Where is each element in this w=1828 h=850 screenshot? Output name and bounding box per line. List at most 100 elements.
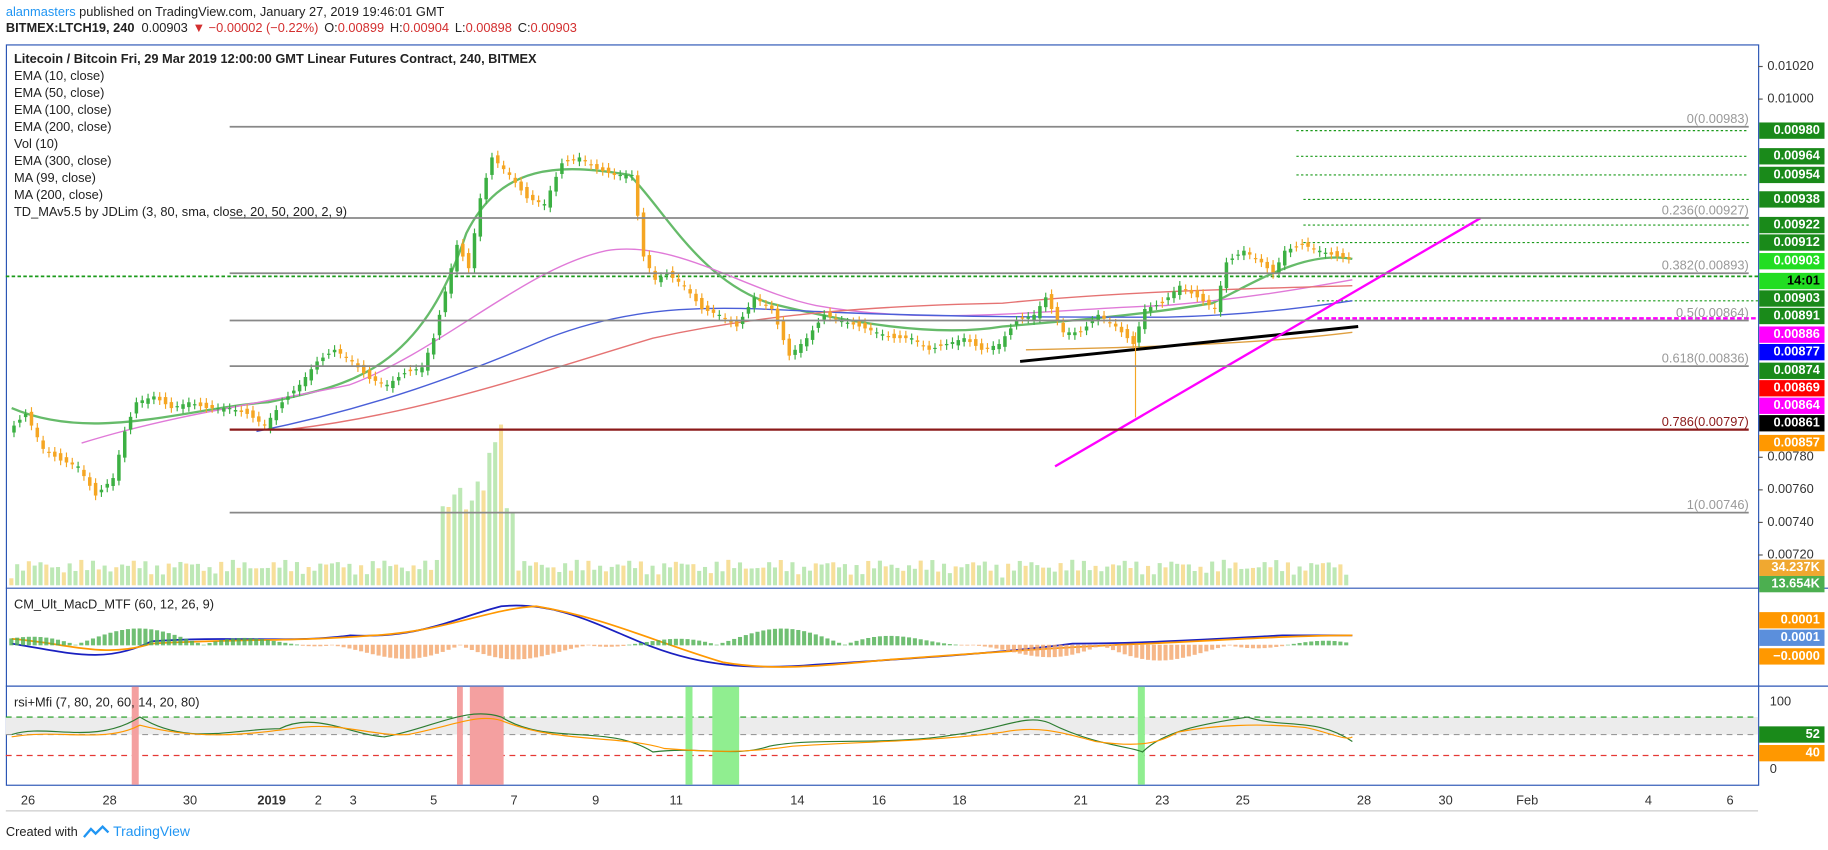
macd-bar <box>120 630 125 646</box>
volume-bar <box>190 564 195 586</box>
rsi-tick-label: 100 <box>1770 693 1791 708</box>
volume-bar <box>796 574 801 586</box>
candle-body <box>921 345 926 347</box>
volume-bar <box>831 562 836 586</box>
footer-created: Created with <box>6 824 78 839</box>
macd-bar <box>714 644 719 646</box>
volume-bar <box>184 563 189 586</box>
volume-bar <box>434 559 439 586</box>
volume-bar <box>341 567 346 586</box>
candle-body <box>484 177 488 200</box>
volume-bar <box>1140 574 1145 586</box>
candle-body <box>1061 322 1065 333</box>
candle-body <box>1242 250 1246 256</box>
volume-bar <box>941 563 947 586</box>
candle-body <box>531 194 535 201</box>
macd-bar <box>294 644 300 646</box>
candle-body <box>874 332 879 334</box>
candle-body <box>29 411 34 426</box>
volume-bar <box>463 509 469 586</box>
price-box <box>1759 559 1825 576</box>
price-box <box>1759 362 1825 379</box>
volume-bar <box>1093 565 1098 586</box>
macd-bar <box>633 643 638 646</box>
candle-body <box>962 338 966 342</box>
candle-body <box>653 270 657 280</box>
volume-bar <box>1128 568 1133 586</box>
macd-bar <box>743 635 748 646</box>
candle-body <box>379 382 383 384</box>
price-box-label: 34.237K <box>1771 559 1820 574</box>
volume-bar <box>1256 567 1261 586</box>
macd-bar <box>248 638 253 646</box>
volume-bar <box>44 564 49 586</box>
volume-bar <box>364 574 369 586</box>
y-tick-label: 0.00780 <box>1767 449 1813 464</box>
candle-body <box>23 413 28 418</box>
macd-bar <box>1099 644 1104 646</box>
volume-bar <box>1099 571 1104 586</box>
rsi-band <box>5 717 1759 735</box>
candle-body <box>525 186 529 199</box>
macd-bar <box>1239 644 1244 648</box>
volume-bar <box>656 574 661 586</box>
candle-body <box>822 314 826 320</box>
rsi-title: rsi+Mfi (7, 80, 20, 60, 14, 20, 80) <box>14 694 200 709</box>
candle-body <box>635 175 640 216</box>
macd-bar <box>44 637 49 646</box>
macd-bar <box>1303 642 1308 646</box>
candle-body <box>1248 252 1252 255</box>
volume-bar <box>708 573 713 586</box>
rsi-highlight <box>469 686 504 785</box>
candle-body <box>140 400 144 404</box>
macd-bar <box>1245 644 1250 648</box>
candle-body <box>35 427 40 438</box>
macd-bar <box>114 631 119 646</box>
candle-body <box>1078 331 1083 333</box>
volume-bar <box>300 573 305 586</box>
candle-body <box>985 347 990 349</box>
candle-body <box>1312 248 1316 250</box>
candle-body <box>956 340 961 346</box>
macd-bar <box>370 644 375 655</box>
mfi-line <box>11 717 1353 752</box>
macd-bar <box>405 644 410 659</box>
macd-bar <box>207 642 212 646</box>
volume-bar <box>429 569 434 586</box>
legend-entry: EMA (300, close) <box>14 153 112 168</box>
price-box <box>1759 648 1825 665</box>
header-line: BITMEX:LTCH19, 240 0.00903 ▼ −0.00002 (−0.… <box>6 21 577 36</box>
price-box-label: 52 <box>1806 726 1820 741</box>
volume-bar <box>924 569 929 586</box>
volume-bar <box>1291 574 1296 586</box>
macd-bar <box>446 644 451 650</box>
price-box <box>1759 253 1825 270</box>
volume-bar <box>1105 566 1110 586</box>
volume-bar <box>55 567 61 586</box>
macd-bar <box>866 637 871 646</box>
macd-bar <box>1093 644 1098 648</box>
candle-body <box>344 356 348 358</box>
macd-bar <box>918 639 923 646</box>
candle-body <box>1108 322 1112 324</box>
candle-body <box>536 200 541 203</box>
candle-body <box>1084 326 1089 331</box>
macd-bar <box>50 638 55 646</box>
candle-body <box>472 233 477 269</box>
legend-entry: Vol (10) <box>14 136 58 151</box>
volume-bar <box>761 567 766 586</box>
volume-bar <box>580 570 585 586</box>
candle-body <box>449 268 453 294</box>
volume-bar <box>1245 568 1250 586</box>
candle-body <box>251 410 255 418</box>
candle-body <box>431 338 436 355</box>
volume-bar <box>487 452 492 586</box>
macd-bar <box>277 641 282 646</box>
macd-bar <box>959 644 964 646</box>
candle-body <box>274 410 279 421</box>
candle-body <box>548 190 553 208</box>
x-tick-label: 14 <box>790 792 804 807</box>
candle-body <box>1090 320 1095 324</box>
volume-bar <box>1192 570 1197 586</box>
price-box <box>1759 397 1825 414</box>
